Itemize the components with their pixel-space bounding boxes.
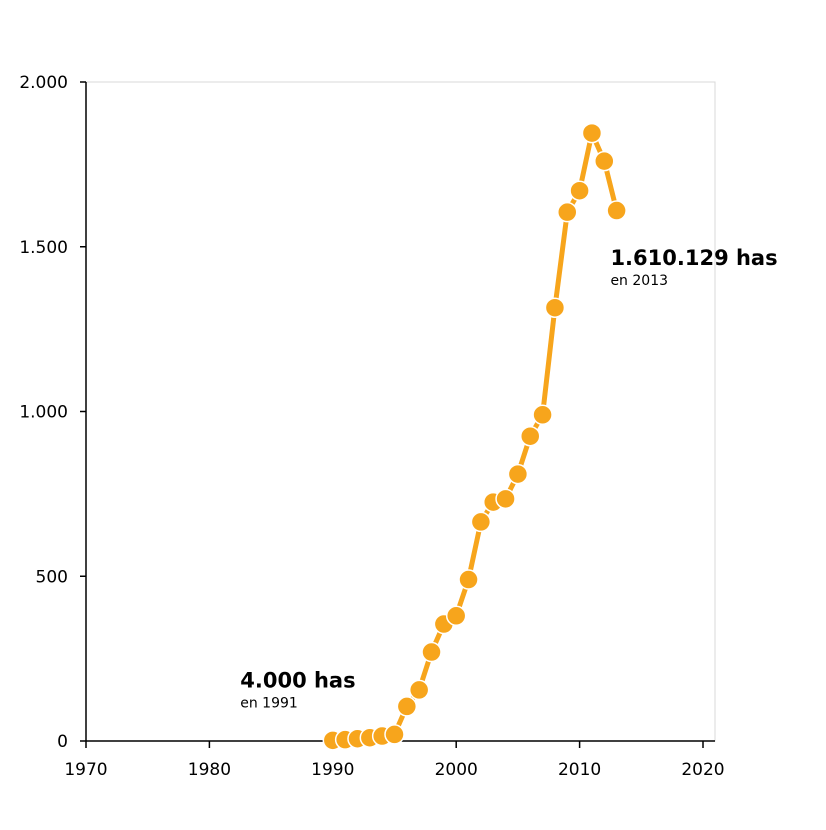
x-tick-label-1990: 1990 xyxy=(311,760,354,780)
data-point-2001 xyxy=(458,569,479,590)
data-point-2004 xyxy=(495,488,516,510)
data-point-1997 xyxy=(408,679,430,701)
y-tick-label-500: 500 xyxy=(36,567,68,587)
annotation-end-title: 1.610.129 has xyxy=(610,246,777,270)
data-point-2013 xyxy=(606,200,627,221)
series-line xyxy=(330,130,620,743)
data-point-2012 xyxy=(594,150,615,172)
data-point-2000 xyxy=(445,605,467,627)
y-tick-label-2000: 2.000 xyxy=(19,73,68,93)
x-tick-label-2020: 2020 xyxy=(681,760,724,780)
data-point-2007 xyxy=(532,404,553,426)
annotation-end: 1.610.129 has en 2013 xyxy=(610,246,777,289)
x-tick-label-2000: 2000 xyxy=(435,760,478,780)
data-points xyxy=(322,122,627,751)
x-axis-ticks: 1970 1980 1990 2000 2010 2020 xyxy=(64,760,724,780)
x-tick-label-1970: 1970 xyxy=(64,760,107,780)
annotation-end-subtitle: en 2013 xyxy=(610,273,668,289)
data-point-2005 xyxy=(507,463,529,485)
data-point-2010 xyxy=(569,180,590,201)
y-tick-label-1000: 1.000 xyxy=(19,403,68,423)
data-point-2011 xyxy=(581,122,603,144)
y-tick-label-1500: 1.500 xyxy=(19,238,68,258)
data-point-1996 xyxy=(396,696,418,717)
x-tick-label-1980: 1980 xyxy=(188,760,231,780)
data-point-1995 xyxy=(384,724,405,745)
plot-area-border xyxy=(85,81,716,742)
annotation-start: 4.000 has en 1991 xyxy=(240,668,355,711)
y-tick-label-0: 0 xyxy=(57,732,68,752)
data-point-1998 xyxy=(421,641,442,663)
data-point-2006 xyxy=(519,425,541,447)
y-axis-ticks: 0 500 1.000 1.500 2.000 xyxy=(19,73,68,752)
data-point-2008 xyxy=(544,297,566,318)
x-tick-label-2010: 2010 xyxy=(558,760,601,780)
data-point-2009 xyxy=(557,201,578,223)
annotation-start-subtitle: en 1991 xyxy=(240,695,298,711)
data-point-2002 xyxy=(470,511,492,533)
annotation-start-title: 4.000 has xyxy=(240,668,355,692)
